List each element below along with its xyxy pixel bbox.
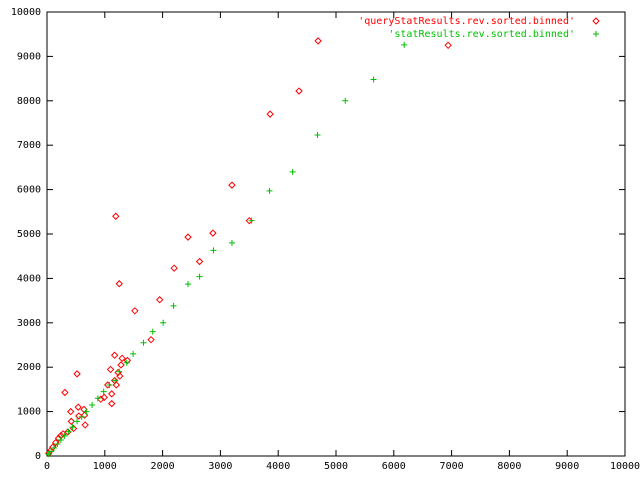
- point: [149, 328, 156, 335]
- x-tick-label: 2000: [151, 461, 175, 472]
- point: [116, 368, 123, 375]
- point: [74, 403, 82, 411]
- legend-marker: [593, 31, 599, 37]
- point: [45, 451, 52, 458]
- point: [106, 365, 115, 374]
- point: [100, 388, 107, 395]
- point: [66, 407, 75, 416]
- point: [131, 307, 139, 315]
- y-tick-label: 0: [35, 451, 41, 462]
- point: [314, 131, 321, 138]
- point: [118, 354, 126, 363]
- point: [61, 388, 69, 397]
- point: [74, 418, 81, 425]
- point: [112, 377, 119, 384]
- point: [370, 76, 377, 83]
- point: [65, 428, 72, 435]
- x-tick-label: 7000: [440, 461, 464, 472]
- point: [83, 408, 90, 415]
- point: [295, 87, 303, 95]
- point: [185, 281, 192, 288]
- point: [160, 319, 167, 326]
- y-tick-label: 7000: [17, 140, 41, 151]
- y-tick-label: 9000: [17, 51, 41, 62]
- x-tick-label: 3000: [208, 461, 232, 472]
- point: [342, 97, 349, 104]
- point: [75, 412, 83, 420]
- point: [130, 350, 137, 357]
- y-tick-label: 4000: [17, 273, 41, 284]
- point: [100, 393, 108, 402]
- point: [108, 390, 116, 398]
- point: [69, 424, 76, 431]
- x-tick-label: 4000: [266, 461, 290, 472]
- point: [117, 361, 125, 369]
- point: [314, 37, 322, 45]
- point: [209, 229, 217, 237]
- x-tick-label: 0: [44, 461, 50, 472]
- point: [110, 351, 119, 359]
- point: [73, 370, 81, 378]
- point: [50, 445, 57, 452]
- x-tick-label: 1000: [93, 461, 117, 472]
- y-tick-label: 10000: [11, 7, 41, 18]
- point: [108, 399, 116, 408]
- legend-label: 'statResults.rev.sorted.binned': [388, 29, 575, 40]
- y-tick-label: 2000: [17, 362, 41, 373]
- point: [210, 247, 217, 254]
- point: [248, 217, 255, 224]
- point: [266, 110, 274, 118]
- point: [444, 41, 452, 50]
- point: [61, 433, 68, 440]
- y-tick-label: 8000: [17, 96, 41, 107]
- point: [140, 339, 147, 346]
- point: [89, 401, 96, 408]
- point: [228, 181, 236, 189]
- x-tick-label: 5000: [324, 461, 348, 472]
- point: [147, 335, 155, 344]
- point: [401, 41, 408, 48]
- y-tick-label: 5000: [17, 229, 41, 240]
- point: [64, 428, 72, 436]
- point: [170, 302, 177, 309]
- legend-marker: [592, 17, 600, 25]
- point: [184, 233, 192, 241]
- point: [54, 441, 61, 448]
- point: [123, 359, 130, 366]
- x-tick-label: 6000: [382, 461, 406, 472]
- legend-label: 'queryStatResults.rev.sorted.binned': [358, 16, 575, 27]
- x-tick-label: 8000: [497, 461, 521, 472]
- point: [170, 264, 178, 272]
- y-tick-label: 6000: [17, 185, 41, 196]
- point: [106, 381, 113, 388]
- point: [110, 376, 119, 385]
- y-tick-label: 1000: [17, 407, 41, 418]
- x-tick-label: 9000: [555, 461, 579, 472]
- x-tick-label: 10000: [610, 461, 640, 472]
- point: [94, 395, 101, 402]
- point: [115, 280, 123, 288]
- point: [123, 356, 132, 365]
- point: [289, 168, 296, 175]
- point: [67, 417, 75, 426]
- point: [266, 187, 273, 194]
- point: [196, 273, 203, 280]
- point: [57, 437, 64, 444]
- point: [112, 212, 120, 220]
- y-tick-label: 3000: [17, 318, 41, 329]
- point: [156, 296, 164, 304]
- point: [78, 413, 85, 420]
- point: [46, 446, 55, 455]
- point: [195, 257, 204, 266]
- point: [228, 239, 235, 246]
- point: [81, 421, 89, 429]
